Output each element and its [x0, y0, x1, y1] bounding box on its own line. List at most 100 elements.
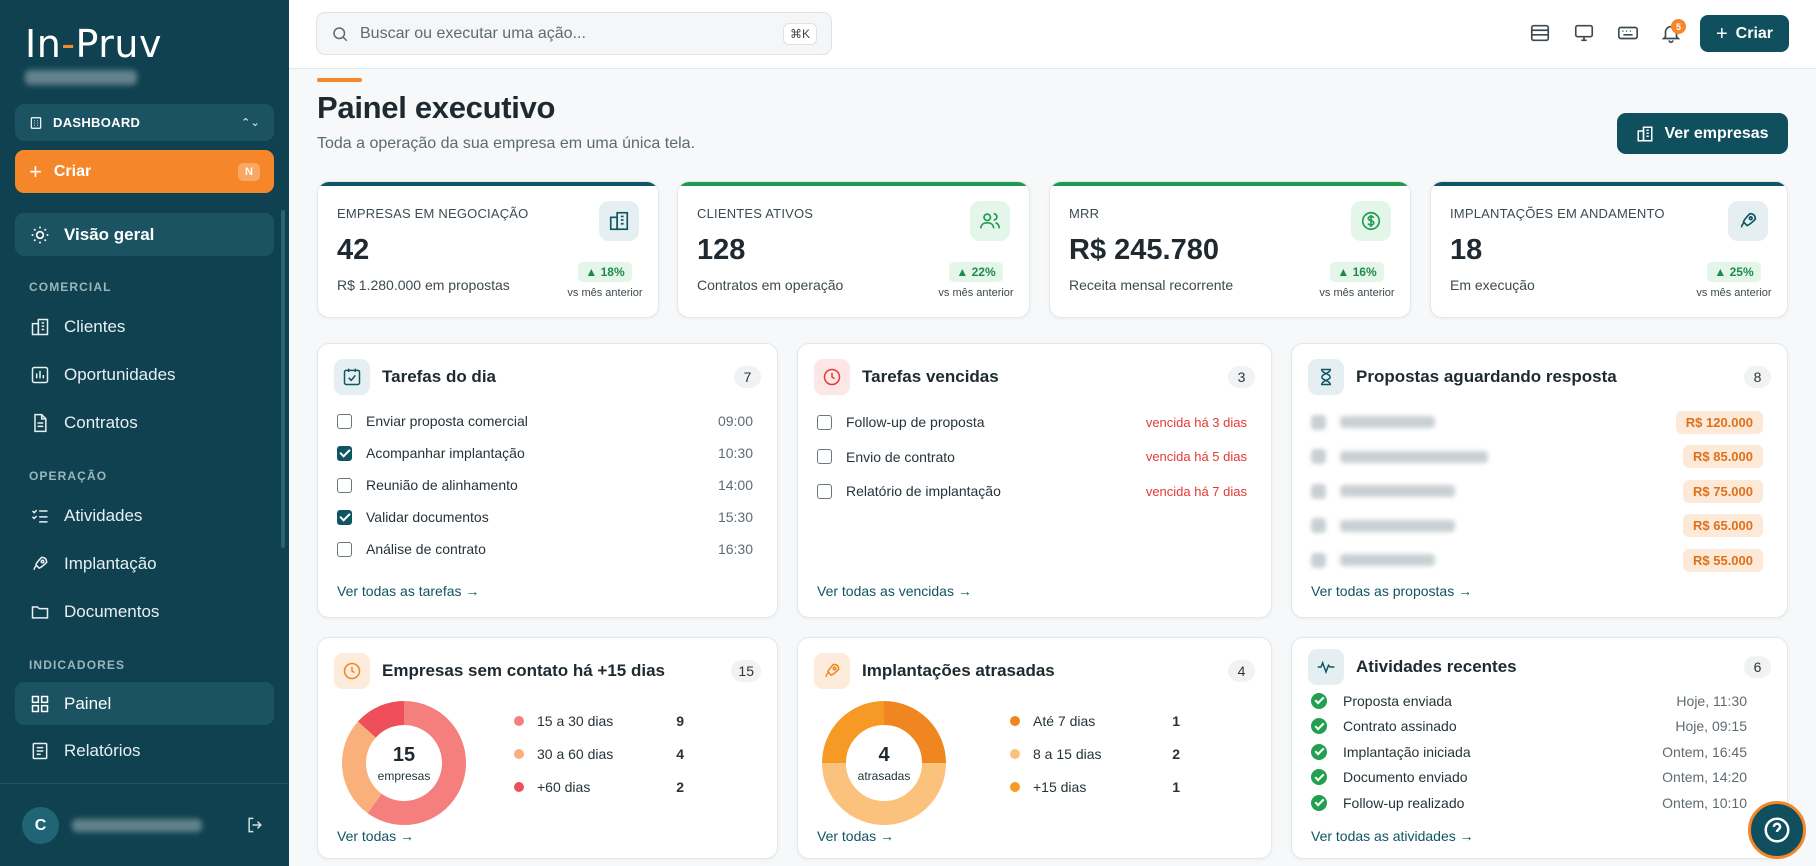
- table-icon[interactable]: [1529, 22, 1551, 44]
- view-all-proposals-link[interactable]: Ver todas as propostas →: [1311, 583, 1473, 599]
- sidebar-item-overview[interactable]: Visão geral: [15, 213, 274, 256]
- redacted-marker: [1311, 449, 1326, 465]
- grid-icon: [31, 695, 49, 712]
- task-checkbox[interactable]: [817, 483, 832, 499]
- sidebar-item-documentos[interactable]: Documentos: [15, 590, 274, 633]
- task-checkbox[interactable]: [337, 477, 352, 493]
- task-checkbox-checked[interactable]: [337, 445, 352, 461]
- keyboard-icon[interactable]: [1617, 22, 1639, 44]
- kpi-value: 128: [697, 234, 746, 266]
- redacted-marker: [1311, 414, 1326, 430]
- dashboard-selector[interactable]: DASHBOARD ⌃⌄: [15, 104, 274, 141]
- overdue-row[interactable]: Relatório de implantação vencida há 7 dia…: [817, 474, 1247, 509]
- proposal-row[interactable]: R$ 85.000: [1311, 440, 1763, 475]
- sidebar-create-button[interactable]: + Criar N: [15, 150, 274, 193]
- activity-row[interactable]: Documento enviado Ontem, 14:20: [1311, 765, 1747, 791]
- donut-segment[interactable]: [342, 721, 383, 814]
- avatar[interactable]: C: [22, 807, 59, 844]
- panel-header: Tarefas vencidas 3: [814, 359, 1255, 395]
- sidebar-item-oportunidades[interactable]: Oportunidades: [15, 353, 274, 396]
- activity-row[interactable]: Proposta enviada Hoje, 11:30: [1311, 688, 1747, 714]
- task-row[interactable]: Enviar proposta comercial 09:00: [337, 405, 753, 437]
- legend-dot: [1010, 715, 1020, 726]
- create-button[interactable]: + Criar: [1700, 15, 1789, 52]
- task-checkbox[interactable]: [817, 414, 832, 430]
- company-name-redacted: [1340, 519, 1455, 532]
- panel-count: 7: [734, 366, 761, 388]
- search-input[interactable]: Buscar ou executar uma ação... ⌘K: [316, 12, 832, 55]
- kpi-label: IMPLANTAÇÕES EM ANDAMENTO: [1450, 206, 1665, 221]
- overdue-row[interactable]: Follow-up de proposta vencida há 3 dias: [817, 405, 1247, 440]
- sidebar-item-painel[interactable]: Painel: [15, 682, 274, 725]
- donut-segment[interactable]: [357, 701, 405, 739]
- overdue-row[interactable]: Envio de contrato vencida há 5 dias: [817, 440, 1247, 475]
- view-all-tasks-link[interactable]: Ver todas as tarefas →: [337, 583, 480, 599]
- donut-segment[interactable]: [822, 762, 946, 825]
- proposal-row[interactable]: R$ 120.000: [1311, 405, 1763, 440]
- sidebar-create-label: Criar: [53, 162, 92, 180]
- kpi-card-negociacao[interactable]: EMPRESAS EM NEGOCIAÇÃO 42 R$ 1.280.000 e…: [317, 181, 659, 318]
- donut-segment[interactable]: [367, 701, 466, 825]
- activity-row[interactable]: Contrato assinado Hoje, 09:15: [1311, 714, 1747, 740]
- kpi-vs-label: vs mês anterior: [1696, 287, 1772, 299]
- kpi-delta: ▲ 25% vs mês anterior: [1696, 262, 1772, 299]
- view-all-overdue-link[interactable]: Ver todas as vencidas →: [817, 583, 972, 599]
- kpi-delta: ▲ 16% vs mês anterior: [1319, 262, 1395, 299]
- sidebar-item-clientes[interactable]: Clientes: [15, 305, 274, 348]
- report-icon: [32, 742, 48, 759]
- sidebar-item-label: Painel: [64, 693, 112, 713]
- check-circle-icon: [1311, 794, 1327, 811]
- section-comercial: COMERCIAL: [29, 280, 112, 294]
- legend-row: Até 7 dias 1: [1010, 704, 1180, 737]
- view-all-link[interactable]: Ver todas →: [337, 828, 415, 844]
- activity-label: Contrato assinado: [1343, 718, 1457, 735]
- task-checkbox[interactable]: [337, 541, 352, 557]
- kpi-card-implantacoes[interactable]: IMPLANTAÇÕES EM ANDAMENTO 18 Em execução…: [1430, 181, 1788, 318]
- proposal-row[interactable]: R$ 75.000: [1311, 474, 1763, 509]
- task-list: Enviar proposta comercial 09:00 Acompanha…: [337, 405, 753, 565]
- check-circle-icon: [1311, 692, 1327, 709]
- view-all-link[interactable]: Ver todas →: [817, 828, 895, 844]
- help-button[interactable]: [1748, 801, 1806, 859]
- logout-icon[interactable]: [245, 815, 265, 835]
- kpi-value: 42: [337, 234, 370, 266]
- legend-label: +60 dias: [537, 778, 591, 795]
- company-name-redacted: [1340, 554, 1435, 567]
- sidebar-item-contratos[interactable]: Contratos: [15, 401, 274, 444]
- kpi-card-mrr[interactable]: MRR R$ 245.780 Receita mensal recorrente…: [1049, 181, 1411, 318]
- sidebar-item-implantacao[interactable]: Implantação: [15, 542, 274, 585]
- proposal-row[interactable]: R$ 55.000: [1311, 543, 1763, 578]
- legend-label: +15 dias: [1033, 778, 1087, 795]
- task-checkbox[interactable]: [817, 449, 832, 465]
- sidebar-item-atividades[interactable]: Atividades: [15, 494, 274, 537]
- proposal-row[interactable]: R$ 65.000: [1311, 509, 1763, 544]
- sidebar-scrollbar[interactable]: [281, 210, 285, 548]
- view-all-activities-link[interactable]: Ver todas as atividades →: [1311, 828, 1474, 844]
- activity-row[interactable]: Implantação iniciada Ontem, 16:45: [1311, 739, 1747, 765]
- task-row[interactable]: Análise de contrato 16:30: [337, 533, 753, 565]
- monitor-icon[interactable]: [1573, 22, 1595, 44]
- task-time: 16:30: [717, 541, 753, 557]
- donut-segment[interactable]: [822, 701, 885, 764]
- kpi-label: MRR: [1069, 206, 1100, 221]
- view-companies-button[interactable]: Ver empresas: [1617, 113, 1788, 154]
- redacted-marker: [1311, 552, 1326, 568]
- activity-label: Implantação iniciada: [1343, 743, 1471, 760]
- activity-label: Documento enviado: [1343, 769, 1468, 786]
- donut-segment[interactable]: [883, 701, 946, 764]
- task-row[interactable]: Acompanhar implantação 10:30: [337, 437, 753, 469]
- brand-logo[interactable]: In-Pruv: [25, 22, 162, 66]
- panel-count: 8: [1744, 366, 1771, 388]
- kpi-card-clientes[interactable]: CLIENTES ATIVOS 128 Contratos em operaçã…: [677, 181, 1030, 318]
- task-checkbox[interactable]: [337, 413, 352, 429]
- activity-row[interactable]: Follow-up realizado Ontem, 10:10: [1311, 790, 1747, 816]
- building-icon: [31, 318, 49, 335]
- task-checkbox-checked[interactable]: [337, 509, 352, 525]
- task-row[interactable]: Validar documentos 15:30: [337, 501, 753, 533]
- topbar: Buscar ou executar uma ação... ⌘K 5 + Cr…: [289, 0, 1816, 69]
- task-row[interactable]: Reunião de alinhamento 14:00: [337, 469, 753, 501]
- panel-icon-box: [814, 359, 850, 395]
- activity-time: Ontem, 10:10: [1662, 794, 1747, 811]
- rocket-icon: [825, 663, 840, 677]
- sidebar-item-relatorios[interactable]: Relatórios: [15, 729, 274, 772]
